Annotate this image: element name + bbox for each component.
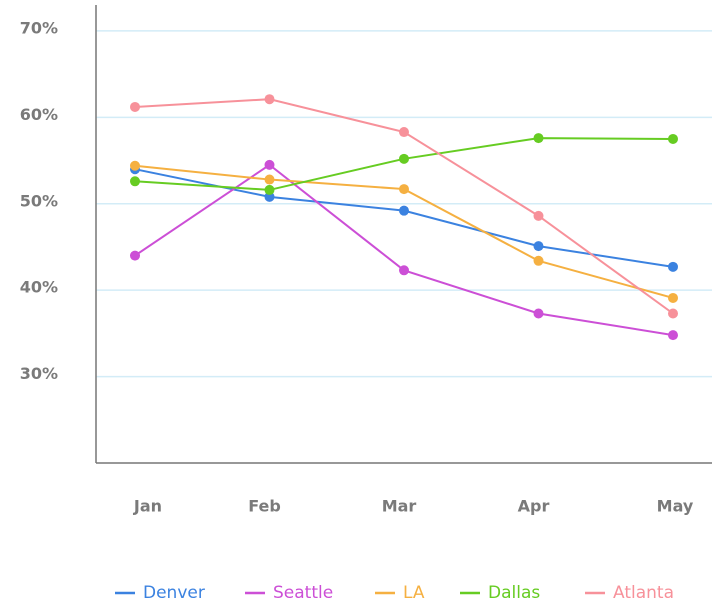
data-point bbox=[533, 255, 544, 266]
x-tick-label: Jan bbox=[133, 497, 162, 516]
series-line bbox=[134, 168, 674, 268]
data-point bbox=[668, 292, 678, 303]
data-point bbox=[668, 330, 678, 341]
data-point bbox=[264, 191, 275, 202]
legend-label: Denver bbox=[143, 583, 205, 603]
data-point bbox=[130, 160, 140, 171]
data-point bbox=[264, 159, 275, 170]
series-line bbox=[134, 137, 674, 191]
data-point bbox=[264, 184, 275, 195]
data-point bbox=[399, 265, 409, 276]
legend-item: Denver bbox=[115, 583, 205, 603]
x-tick-label: Apr bbox=[518, 497, 550, 516]
y-tick-label: 30% bbox=[20, 364, 58, 383]
grid bbox=[96, 30, 712, 378]
legend-label: Seattle bbox=[273, 583, 333, 603]
data-point bbox=[130, 176, 140, 187]
data-point bbox=[130, 101, 140, 112]
data-point bbox=[533, 241, 544, 252]
legend-item: Atlanta bbox=[585, 583, 674, 603]
data-point bbox=[399, 127, 409, 138]
x-tick-label: Mar bbox=[382, 497, 417, 516]
y-tick-label: 40% bbox=[20, 278, 58, 297]
legend-item: Seattle bbox=[245, 583, 333, 603]
x-tick-label: May bbox=[657, 497, 694, 516]
x-tick-label: Feb bbox=[248, 497, 281, 516]
data-point bbox=[264, 174, 275, 185]
y-tick-label: 60% bbox=[20, 105, 58, 124]
data-point bbox=[264, 94, 275, 105]
data-point bbox=[668, 261, 678, 272]
data-point bbox=[533, 210, 544, 221]
data-point bbox=[399, 153, 409, 164]
y-tick-label: 50% bbox=[20, 191, 58, 210]
legend-item: Dallas bbox=[460, 583, 540, 603]
data-point bbox=[130, 250, 140, 261]
data-point bbox=[533, 308, 544, 319]
data-point bbox=[668, 308, 678, 319]
legend-item: LA bbox=[375, 583, 425, 603]
data-point bbox=[668, 133, 678, 144]
legend-label: Atlanta bbox=[613, 583, 674, 603]
legend-label: Dallas bbox=[488, 583, 540, 603]
y-tick-label: 70% bbox=[20, 18, 58, 37]
data-point bbox=[399, 205, 409, 216]
data-point bbox=[533, 133, 544, 144]
data-point bbox=[399, 184, 409, 195]
legend-label: LA bbox=[403, 583, 425, 603]
